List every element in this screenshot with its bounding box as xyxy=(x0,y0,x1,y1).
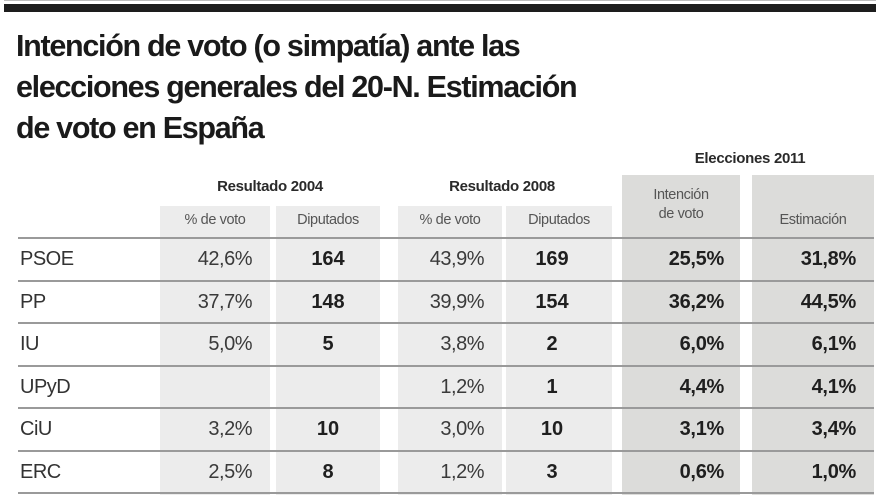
row-divider xyxy=(18,407,874,410)
row-divider xyxy=(18,492,874,494)
party-name: UPyD xyxy=(20,375,71,398)
cell-2008-pct: 3,8% xyxy=(440,333,484,356)
header-divider xyxy=(18,237,874,239)
subheader-2004-pct: % de voto xyxy=(184,212,246,228)
row-divider xyxy=(18,279,874,282)
group-header-resultado-2004: Resultado 2004 xyxy=(217,178,323,195)
row-divider xyxy=(18,450,874,452)
cell-2011-estimate: 6,1% xyxy=(811,333,857,356)
cell-2011-intent: 25,5% xyxy=(668,248,725,270)
cell-2008-pct: 43,9% xyxy=(429,248,485,270)
party-name: CiU xyxy=(20,418,52,441)
col-bg-2008-pct xyxy=(398,206,502,495)
table-row: PP 37,7% 148 39,9% 154 36,2% 44,5% xyxy=(0,281,880,323)
subheader-2011-intent-line1: Intención xyxy=(653,187,709,203)
group-header-resultado-2008: Resultado 2008 xyxy=(449,178,555,195)
cell-2004-seats: 148 xyxy=(311,290,345,313)
subheader-2008-pct: % de voto xyxy=(419,212,481,228)
cell-2004-pct xyxy=(160,366,252,408)
chart-title: Intención de voto (o simpatía) ante las … xyxy=(16,26,676,149)
title-line-1: Intención de voto (o simpatía) ante las xyxy=(16,29,521,63)
group-header-elecciones-2011: Elecciones 2011 xyxy=(694,150,806,167)
cell-2008-seats: 1 xyxy=(546,375,558,398)
table-row: IU 5,0% 5 3,8% 2 6,0% 6,1% xyxy=(0,323,880,365)
cell-2008-pct: 1,2% xyxy=(440,375,484,398)
title-line-2: elecciones generales del 20-N. Estimació… xyxy=(16,70,578,104)
cell-2004-pct: 37,7% xyxy=(197,290,253,313)
cell-2011-estimate: 1,0% xyxy=(811,461,857,483)
cell-2008-seats: 10 xyxy=(540,418,564,441)
cell-2011-intent: 6,0% xyxy=(679,333,725,356)
cell-2011-intent: 4,4% xyxy=(679,375,725,398)
cell-2008-pct: 39,9% xyxy=(429,290,485,313)
cell-2004-seats: 5 xyxy=(322,333,334,356)
row-divider xyxy=(18,322,874,325)
row-divider xyxy=(18,364,874,367)
col-bg-2008-seats xyxy=(506,206,612,495)
table-row: CiU 3,2% 10 3,0% 10 3,1% 3,4% xyxy=(0,408,880,450)
subheader-2011-estimate: Estimación xyxy=(779,212,847,228)
subheader-2011-intent-line2: de voto xyxy=(658,206,704,222)
cell-2011-intent: 36,2% xyxy=(668,290,725,313)
top-thin-rule xyxy=(4,0,876,1)
cell-2008-pct: 1,2% xyxy=(440,461,484,483)
cell-2004-seats xyxy=(276,366,380,408)
cell-2008-seats: 2 xyxy=(546,333,558,356)
cell-2011-estimate: 4,1% xyxy=(811,375,857,398)
cell-2004-pct: 5,0% xyxy=(208,333,252,356)
col-bg-2011-estimate xyxy=(752,175,874,495)
cell-2004-seats: 10 xyxy=(316,418,340,441)
table-row: PSOE 42,6% 164 43,9% 169 25,5% 31,8% xyxy=(0,238,880,280)
cell-2004-pct: 2,5% xyxy=(208,461,252,483)
cell-2008-seats: 169 xyxy=(535,248,569,270)
party-name: IU xyxy=(20,333,40,356)
party-name: ERC xyxy=(20,461,61,483)
title-line-3: de voto en España xyxy=(16,111,265,145)
top-rule xyxy=(4,4,876,12)
cell-2004-pct: 3,2% xyxy=(208,418,252,441)
table-row: UPyD 1,2% 1 4,4% 4,1% xyxy=(0,366,880,408)
col-bg-2004-pct xyxy=(160,206,270,495)
cell-2004-seats: 164 xyxy=(311,248,345,270)
cell-2004-pct: 42,6% xyxy=(197,248,253,270)
cell-2011-estimate: 3,4% xyxy=(811,418,857,441)
col-bg-2004-seats xyxy=(276,206,380,495)
cell-2008-seats: 3 xyxy=(546,461,558,483)
subheader-2004-seats: Diputados xyxy=(297,212,359,228)
party-name: PP xyxy=(20,290,46,313)
cell-2008-pct: 3,0% xyxy=(440,418,484,441)
subheader-2008-seats: Diputados xyxy=(528,212,590,228)
cell-2008-seats: 154 xyxy=(535,290,569,313)
subheader-2011-intent: Intención de voto xyxy=(622,186,740,224)
table-row: ERC 2,5% 8 1,2% 3 0,6% 1,0% xyxy=(0,451,880,493)
cell-2011-intent: 0,6% xyxy=(679,461,725,483)
col-bg-2011-intent xyxy=(622,175,740,495)
cell-2004-seats: 8 xyxy=(322,461,334,483)
cell-2011-estimate: 44,5% xyxy=(800,290,857,313)
cell-2011-estimate: 31,8% xyxy=(800,248,857,270)
cell-2011-intent: 3,1% xyxy=(679,418,725,441)
party-name: PSOE xyxy=(20,248,74,270)
